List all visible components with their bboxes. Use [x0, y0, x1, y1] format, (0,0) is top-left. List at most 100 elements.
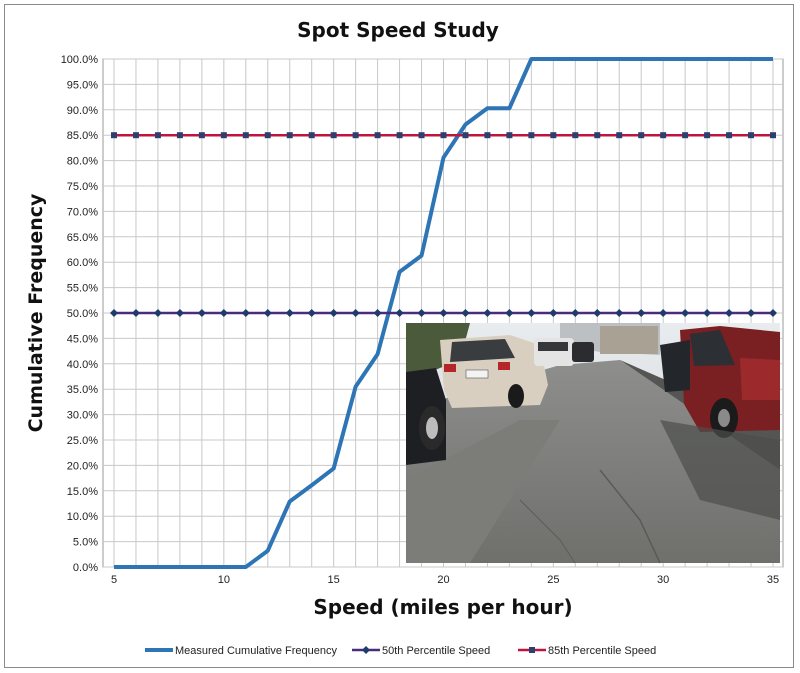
series-marker [704, 132, 711, 139]
series-marker [285, 309, 294, 317]
series-marker [528, 132, 535, 139]
series-marker [572, 132, 579, 139]
x-tick-label: 10 [218, 574, 230, 586]
y-tick-label: 80.0% [67, 156, 98, 168]
series-marker [637, 309, 646, 317]
series-marker [440, 132, 447, 139]
series-marker [286, 132, 293, 139]
series-marker [659, 309, 668, 317]
series-marker [131, 309, 140, 317]
y-axis-title: Cumulative Frequency [25, 193, 47, 432]
series-marker [462, 132, 469, 139]
y-tick-label: 40.0% [67, 359, 98, 371]
street-photo-inset [406, 323, 780, 564]
series-marker [571, 309, 580, 317]
y-tick-label: 20.0% [67, 460, 98, 472]
y-tick-label: 60.0% [67, 257, 98, 269]
y-axis-ticks: 0.0% 5.0% 10.0% 15.0% 20.0% 25.0% 30.0% 35.0% 40… [61, 54, 99, 574]
series-marker [748, 132, 755, 139]
legend-marker [529, 647, 535, 653]
series-marker [506, 132, 513, 139]
series-marker [593, 309, 602, 317]
series-marker [308, 132, 315, 139]
y-tick-label: 15.0% [67, 486, 98, 498]
y-tick-label: 90.0% [67, 105, 98, 117]
y-tick-label: 95.0% [67, 79, 98, 91]
series-marker [110, 309, 118, 317]
series-marker [220, 132, 227, 139]
series-marker [396, 132, 403, 139]
series-marker [616, 132, 623, 139]
series-marker [329, 309, 338, 317]
series-marker [132, 132, 139, 139]
series-marker [483, 309, 492, 317]
series-marker [725, 309, 734, 317]
x-tick-label: 20 [437, 574, 449, 586]
y-tick-label: 85.0% [67, 130, 98, 142]
series-marker [682, 132, 689, 139]
legend-label: 50th Percentile Speed [382, 645, 490, 657]
x-axis-title: Speed (miles per hour) [313, 595, 572, 619]
series-marker [175, 309, 184, 317]
series-marker [769, 309, 777, 317]
series-marker [395, 309, 404, 317]
series-marker [594, 132, 601, 139]
legend: Measured Cumulative Frequency 50th Percen… [145, 645, 656, 657]
series-marker [241, 309, 250, 317]
series-marker [770, 132, 776, 139]
series-line [114, 57, 773, 569]
x-tick-label: 35 [767, 574, 779, 586]
series-marker [726, 132, 733, 139]
y-tick-label: 0.0% [73, 562, 98, 574]
series-marker [374, 132, 381, 139]
series-marker [615, 309, 624, 317]
series-marker [461, 309, 470, 317]
series-marker [263, 309, 272, 317]
series-marker [439, 309, 448, 317]
series-marker [660, 132, 667, 139]
y-tick-label: 100.0% [61, 54, 99, 66]
y-tick-label: 30.0% [67, 410, 98, 422]
legend-label: 85th Percentile Speed [548, 645, 656, 657]
series-marker [111, 132, 117, 139]
x-tick-label: 30 [657, 574, 669, 586]
y-tick-label: 65.0% [67, 232, 98, 244]
series-marker [747, 309, 756, 317]
series-marker [198, 132, 205, 139]
legend-label: Measured Cumulative Frequency [175, 645, 338, 657]
series-lines [110, 57, 777, 569]
series-marker [527, 309, 536, 317]
series-marker [484, 132, 491, 139]
y-tick-label: 25.0% [67, 435, 98, 447]
series-marker [418, 132, 425, 139]
series-marker [307, 309, 316, 317]
series-marker [549, 309, 558, 317]
series-marker [703, 309, 712, 317]
y-tick-label: 70.0% [67, 206, 98, 218]
series-marker [242, 132, 249, 139]
series-marker [373, 309, 382, 317]
series-marker [197, 309, 206, 317]
series-marker [681, 309, 690, 317]
series-marker [352, 132, 359, 139]
series-marker [550, 132, 557, 139]
x-tick-label: 5 [111, 574, 117, 586]
y-tick-label: 45.0% [67, 333, 98, 345]
y-tick-label: 55.0% [67, 283, 98, 295]
series-marker [330, 132, 337, 139]
series-marker [505, 309, 514, 317]
series-marker [176, 132, 183, 139]
series-marker [264, 132, 271, 139]
y-tick-label: 35.0% [67, 384, 98, 396]
y-tick-label: 75.0% [67, 181, 98, 193]
chart-title: Spot Speed Study [297, 18, 499, 42]
x-tick-label: 15 [328, 574, 340, 586]
series-marker [417, 309, 426, 317]
series-marker [351, 309, 360, 317]
x-tick-label: 25 [547, 574, 559, 586]
x-axis-ticks: 5 10 15 20 25 30 35 [111, 574, 779, 586]
y-tick-label: 10.0% [67, 511, 98, 523]
series-marker [153, 309, 162, 317]
series-marker [219, 309, 228, 317]
